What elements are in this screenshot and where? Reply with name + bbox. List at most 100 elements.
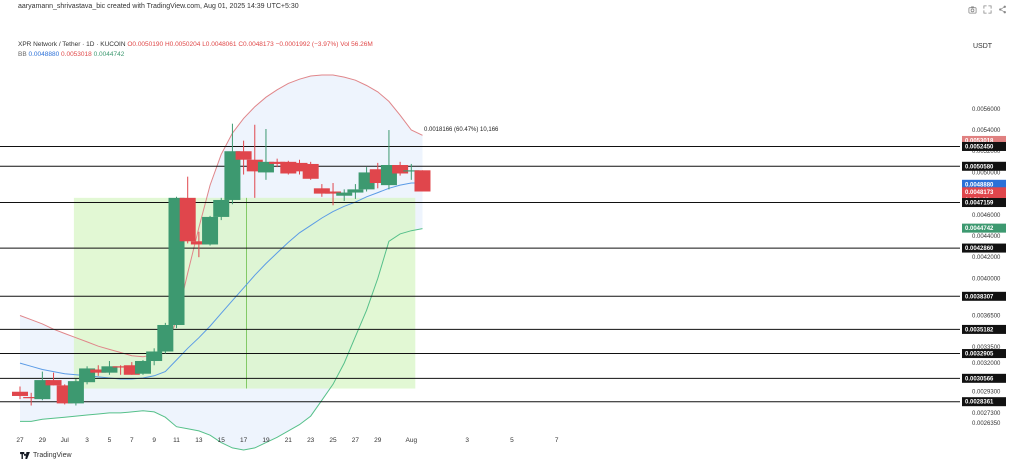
y-tick-label: 0.0036500: [972, 313, 1001, 319]
price-label-box: [962, 349, 1006, 359]
bb-lower-value: 0.0044742: [93, 51, 125, 58]
tradingview-logo-icon: [20, 452, 30, 459]
x-tick-label: 7: [130, 437, 134, 444]
ohlc-close: C0.0048173: [238, 41, 274, 48]
price-label-box: [962, 243, 1006, 253]
x-tick-label: 11: [173, 437, 180, 444]
x-tick-label: 29: [374, 437, 382, 444]
footer-brand: TradingView: [33, 452, 72, 459]
price-label-box: [962, 324, 1006, 334]
candle-body: [336, 192, 353, 196]
candle-body: [392, 165, 409, 174]
y-tick-label: 0.0046000: [972, 213, 1001, 219]
price-label-text: 0.0052450: [965, 144, 994, 150]
candle-body: [45, 380, 62, 386]
symbol-name[interactable]: XPR Network / Tether · 1D · KUCOIN: [18, 41, 126, 48]
price-label-text: 0.0035182: [965, 327, 994, 333]
bb-basis-value: 0.0048880: [28, 51, 60, 58]
candle-body: [23, 397, 40, 399]
camera-icon[interactable]: [968, 5, 977, 14]
y-tick-label: 0.0052000: [972, 149, 1001, 155]
candle-body: [313, 188, 330, 194]
x-tick-label: 25: [329, 437, 337, 444]
x-tick-label: 3: [85, 437, 89, 444]
candle-body: [123, 365, 140, 375]
price-label-box: [962, 198, 1006, 208]
y-tick-label: 0.0040000: [972, 276, 1001, 282]
price-label-box: [962, 187, 1006, 197]
x-tick-label: 23: [307, 437, 315, 444]
price-label-text: 0.0028361: [965, 400, 994, 406]
candle-body: [134, 361, 151, 374]
candle-body: [403, 170, 420, 172]
y-tick-label: 0.0032000: [972, 361, 1001, 367]
candle-body: [414, 170, 431, 192]
x-tick-label: 7: [555, 437, 559, 444]
y-tick-label: 0.0026350: [972, 421, 1001, 427]
y-tick-label: 0.0042000: [972, 255, 1001, 261]
x-tick-label: 27: [16, 437, 24, 444]
candle-body: [302, 163, 319, 179]
candle-body: [112, 366, 129, 368]
candle-body: [347, 189, 364, 193]
x-tick-label: Jul: [61, 437, 70, 444]
price-label-text: 0.0044742: [965, 226, 994, 232]
candle-body: [202, 216, 219, 245]
candle-body: [325, 191, 342, 194]
x-tick-label: 5: [108, 437, 112, 444]
symbol-legend: XPR Network / Tether · 1D · KUCOIN O0.00…: [18, 41, 373, 48]
y-tick-label: 0.0054000: [972, 128, 1001, 134]
price-label-text: 0.0048173: [965, 190, 994, 196]
price-label-text: 0.0032905: [965, 352, 994, 358]
ohlc-high: H0.0050204: [164, 41, 201, 48]
candle-body: [157, 324, 174, 352]
bb-label[interactable]: BB: [18, 51, 27, 58]
candle-body: [90, 369, 107, 373]
bb-legend: BB 0.0048880 0.0053018 0.0044742: [18, 51, 124, 58]
candle-body: [190, 241, 207, 245]
x-tick-label: 27: [352, 437, 360, 444]
candle-body: [213, 199, 230, 217]
price-label-text: 0.0038307: [965, 294, 994, 300]
price-label-box: [962, 135, 1006, 145]
candle-body: [257, 161, 274, 173]
candle-body: [179, 197, 196, 242]
x-tick-label: 19: [262, 437, 270, 444]
bb-upper-value: 0.0053018: [61, 51, 92, 58]
price-label-box: [962, 161, 1006, 171]
expand-icon[interactable]: [983, 5, 992, 14]
measure-label: 0.0018166 (60.47%) 10,166: [424, 127, 499, 133]
candle-body: [101, 366, 118, 373]
x-tick-label: 3: [465, 437, 469, 444]
candle-body: [235, 151, 252, 160]
x-tick-label: 15: [218, 437, 226, 444]
candle-body: [280, 161, 297, 174]
price-label-box: [962, 397, 1006, 407]
candle-body: [291, 162, 308, 172]
y-tick-label: 0.0056000: [972, 107, 1001, 113]
tradingview-footer: TradingView: [20, 452, 72, 459]
bb-upper-line: [19, 74, 423, 358]
y-tick-label: 0.0027300: [972, 411, 1001, 417]
price-label-box: [962, 179, 1006, 189]
candle-body: [269, 161, 286, 164]
x-tick-label: Aug: [406, 437, 418, 444]
share-icon[interactable]: [998, 5, 1007, 14]
measure-box: [73, 197, 416, 389]
volume-value: Vol 56.26M: [340, 41, 373, 48]
bb-lower-line: [20, 228, 423, 451]
x-tick-label: 13: [195, 437, 203, 444]
candle-body: [67, 381, 84, 404]
price-label-text: 0.0053018: [965, 138, 994, 144]
price-label-box: [962, 291, 1006, 301]
ohlc-low: L0.0048061: [202, 41, 237, 48]
price-label-text: 0.0050580: [965, 164, 994, 170]
x-tick-label: 21: [285, 437, 293, 444]
candle-body: [246, 159, 263, 172]
price-label-text: 0.0030566: [965, 376, 994, 382]
currency-label[interactable]: USDT: [973, 43, 993, 50]
x-tick-label: 29: [39, 437, 47, 444]
price-label-box: [962, 373, 1006, 383]
y-tick-label: 0.0044000: [972, 234, 1001, 240]
